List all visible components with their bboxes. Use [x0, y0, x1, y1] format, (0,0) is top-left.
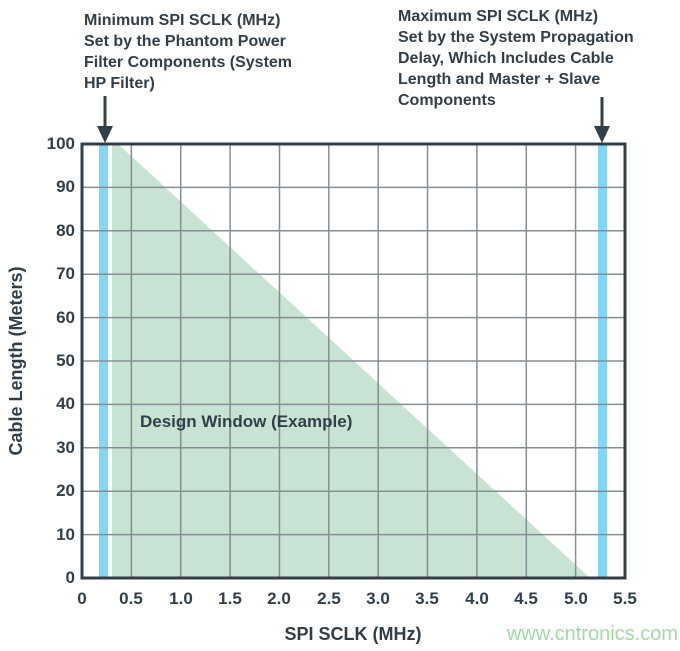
x-tick-label: 4.0: [465, 589, 489, 608]
min-sclk-annotation-line: HP Filter): [84, 75, 155, 92]
design-window-label: Design Window (Example): [140, 412, 353, 431]
x-tick-label: 5.5: [613, 589, 637, 608]
x-tick-label: 2.5: [317, 589, 341, 608]
y-tick-label: 40: [56, 394, 75, 413]
y-axis-label: Cable Length (Meters): [6, 266, 26, 456]
watermark: www.cntronics.com: [506, 623, 678, 645]
max-sclk-annotation-line: Length and Master + Slave: [398, 71, 601, 88]
y-tick-label: 20: [56, 481, 75, 500]
x-tick-label: 5.0: [564, 589, 588, 608]
min-sclk-annotation-line: Filter Components (System: [84, 54, 293, 71]
x-tick-label: 0: [77, 589, 87, 608]
max-sclk-annotation-line: Delay, Which Includes Cable: [398, 50, 614, 67]
min-down-arrow-icon: [97, 96, 113, 143]
x-axis-label: SPI SCLK (MHz): [284, 624, 422, 644]
x-tick-label: 3.5: [415, 589, 439, 608]
x-tick-label: 1.0: [169, 589, 193, 608]
plot-area: [80, 142, 627, 580]
x-tick-label: 3.0: [366, 589, 390, 608]
y-tick-label: 60: [56, 308, 75, 327]
x-tick-label: 2.0: [267, 589, 291, 608]
y-tick-label: 90: [56, 177, 75, 196]
max-sclk-annotation-line: Maximum SPI SCLK (MHz): [398, 8, 599, 25]
y-tick-label: 0: [65, 568, 75, 587]
y-tick-label: 70: [56, 264, 75, 283]
x-tick-label: 1.5: [218, 589, 242, 608]
y-tick-label: 100: [46, 134, 75, 153]
max-sclk-annotation-line: Set by the System Propagation: [398, 29, 634, 46]
y-tick-label: 30: [56, 438, 75, 457]
max-sclk-annotation-line: Components: [398, 92, 496, 109]
gridlines: [82, 144, 625, 578]
min-sclk-annotation-line: Set by the Phantom Power: [84, 33, 286, 50]
y-tick-label: 80: [56, 221, 75, 240]
min-sclk-annotation-line: Minimum SPI SCLK (MHz): [84, 12, 281, 29]
min-sclk-annotation: Minimum SPI SCLK (MHz) Set by the Phanto…: [84, 10, 292, 94]
x-tick-label: 0.5: [119, 589, 143, 608]
y-tick-label: 50: [56, 351, 75, 370]
plot-border: [80, 142, 627, 580]
y-tick-label: 10: [56, 525, 75, 544]
x-tick-label: 4.5: [514, 589, 538, 608]
max-sclk-annotation: Maximum SPI SCLK (MHz) Set by the System…: [398, 6, 634, 111]
